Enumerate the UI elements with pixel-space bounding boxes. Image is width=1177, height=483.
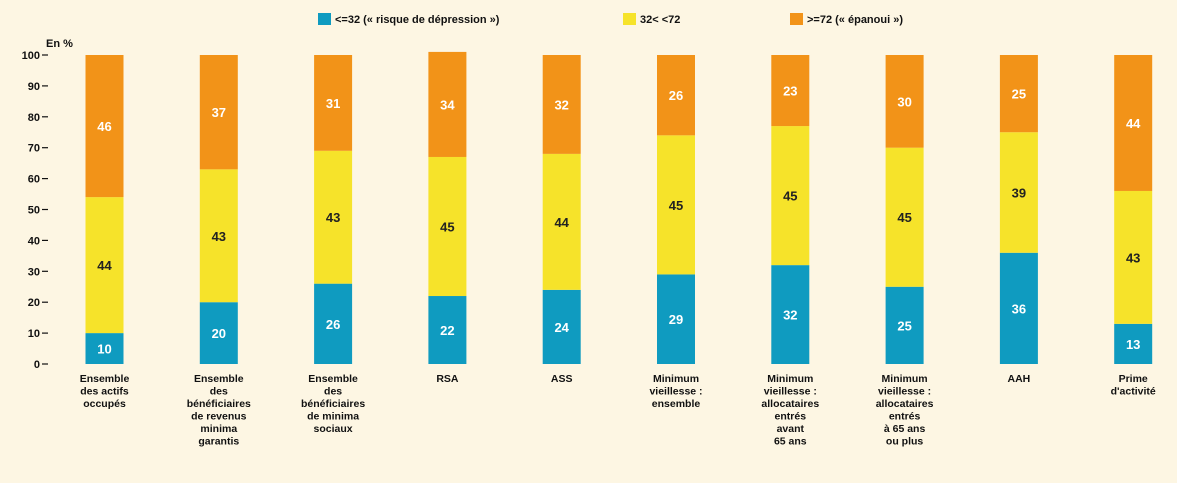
data-label: 32 <box>783 308 797 323</box>
bar-segment <box>85 333 124 364</box>
bar-segment <box>542 289 581 364</box>
y-tick-label: 0 <box>34 359 40 371</box>
data-label: 24 <box>554 320 569 335</box>
data-label: 46 <box>97 119 111 134</box>
y-tick-label: 10 <box>28 328 40 340</box>
data-label: 25 <box>897 318 911 333</box>
bar-segment <box>1114 55 1153 191</box>
y-tick-label: 20 <box>28 297 40 309</box>
legend-swatch <box>790 13 803 25</box>
data-label: 22 <box>440 323 454 338</box>
data-label: 23 <box>783 84 797 99</box>
bar-segment <box>199 55 238 170</box>
legend-item: 32< <72 <box>623 13 680 26</box>
data-label: 32 <box>554 97 568 112</box>
bar-segment <box>542 153 581 290</box>
data-label: 43 <box>212 229 226 244</box>
data-label: 31 <box>326 96 340 111</box>
data-label: 45 <box>897 210 911 225</box>
category-label: Minimum vieillesse : allocataires entrés à 6… <box>876 373 934 448</box>
y-tick-label: 50 <box>28 205 40 217</box>
category-label: RSA <box>436 373 459 385</box>
bar-segment <box>542 55 581 154</box>
legend-swatch <box>318 13 331 25</box>
data-label: 10 <box>97 342 111 357</box>
category-label: Ensemble des bénéficiaires de minima sociaux <box>301 373 365 435</box>
bar-segment <box>85 197 124 334</box>
bar-segment <box>657 55 695 136</box>
data-label: 34 <box>440 97 455 112</box>
y-tick-label: 40 <box>28 235 40 247</box>
category-label: AAH <box>1008 373 1031 385</box>
data-label: 44 <box>97 258 112 273</box>
data-label: 45 <box>669 198 683 213</box>
data-label: 44 <box>554 215 569 230</box>
data-label: 25 <box>1012 87 1026 102</box>
bar-segment <box>314 55 353 151</box>
category-label: Ensemble des actifs occupés <box>80 373 130 410</box>
category-label: ASS <box>551 373 573 385</box>
bar-segment <box>999 132 1038 253</box>
x-axis-labels: Ensemble des actifs occupés Ensemble des béné… <box>80 373 1156 448</box>
y-tick-label: 80 <box>28 112 40 124</box>
bar-segment <box>428 296 467 364</box>
data-label: 43 <box>326 210 340 225</box>
bar-segment <box>999 55 1038 133</box>
bar-segment <box>428 51 467 157</box>
bar-segment <box>199 302 238 364</box>
bar-segment <box>885 286 924 364</box>
bar-segment <box>1114 190 1153 324</box>
legend-item: >=72 (« épanoui ») <box>790 13 903 26</box>
data-label: 30 <box>897 94 911 109</box>
legend-label: >=72 (« épanoui ») <box>807 14 903 26</box>
bar-segment <box>657 135 695 275</box>
category-label: Prime d'activité <box>1111 373 1156 398</box>
bar-segment <box>657 274 695 364</box>
category-label: Ensemble des bénéficiaires de revenus minima… <box>187 373 251 448</box>
bar-segment <box>314 150 353 284</box>
bar-segment <box>1114 323 1153 364</box>
bar-segment <box>771 126 810 266</box>
y-tick-label: 30 <box>28 266 40 278</box>
y-tick-label: 90 <box>28 81 40 93</box>
legend-label: 32< <72 <box>640 14 680 26</box>
data-label: 37 <box>212 105 226 120</box>
data-label: 26 <box>326 317 340 332</box>
legend-swatch <box>623 13 636 25</box>
data-label: 29 <box>669 312 683 327</box>
data-label: 36 <box>1012 301 1026 316</box>
data-label: 20 <box>212 326 226 341</box>
data-label: 43 <box>1126 250 1140 265</box>
data-label: 45 <box>440 219 454 234</box>
y-tick-label: 70 <box>28 143 40 155</box>
data-label: 45 <box>783 189 797 204</box>
bar-segment <box>885 147 924 287</box>
bar-segment <box>428 156 467 297</box>
data-label: 39 <box>1012 186 1026 201</box>
y-tick-label: 60 <box>28 174 40 186</box>
y-tick-label: 100 <box>22 50 40 62</box>
data-label: 44 <box>1126 116 1141 131</box>
data-label: 13 <box>1126 337 1140 352</box>
category-label: Minimum vieillesse : ensemble <box>649 373 702 410</box>
category-label: Minimum vieillesse : allocataires entrés ava… <box>761 373 819 448</box>
bar-segment <box>199 169 238 303</box>
bar-segment <box>885 55 924 148</box>
legend-item: <=32 (« risque de dépression ») <box>318 13 500 26</box>
y-axis: 0 10 20 30 40 50 60 70 80 90 100 <box>22 50 48 371</box>
bar-segment <box>999 252 1038 364</box>
y-axis-unit-label: En % <box>46 38 73 50</box>
legend: <=32 (« risque de dépression ») 32< <72 >=… <box>318 13 903 26</box>
bar-segment <box>771 55 810 127</box>
bars: 10 44 46 20 43 37 26 43 31 22 45 34 24 44 32 29 45 26 32 45… <box>85 51 1153 364</box>
bar-segment <box>771 265 810 364</box>
bar-segment <box>85 55 124 198</box>
data-label: 26 <box>669 88 683 103</box>
bar-segment <box>314 283 353 364</box>
legend-label: <=32 (« risque de dépression ») <box>335 14 500 26</box>
